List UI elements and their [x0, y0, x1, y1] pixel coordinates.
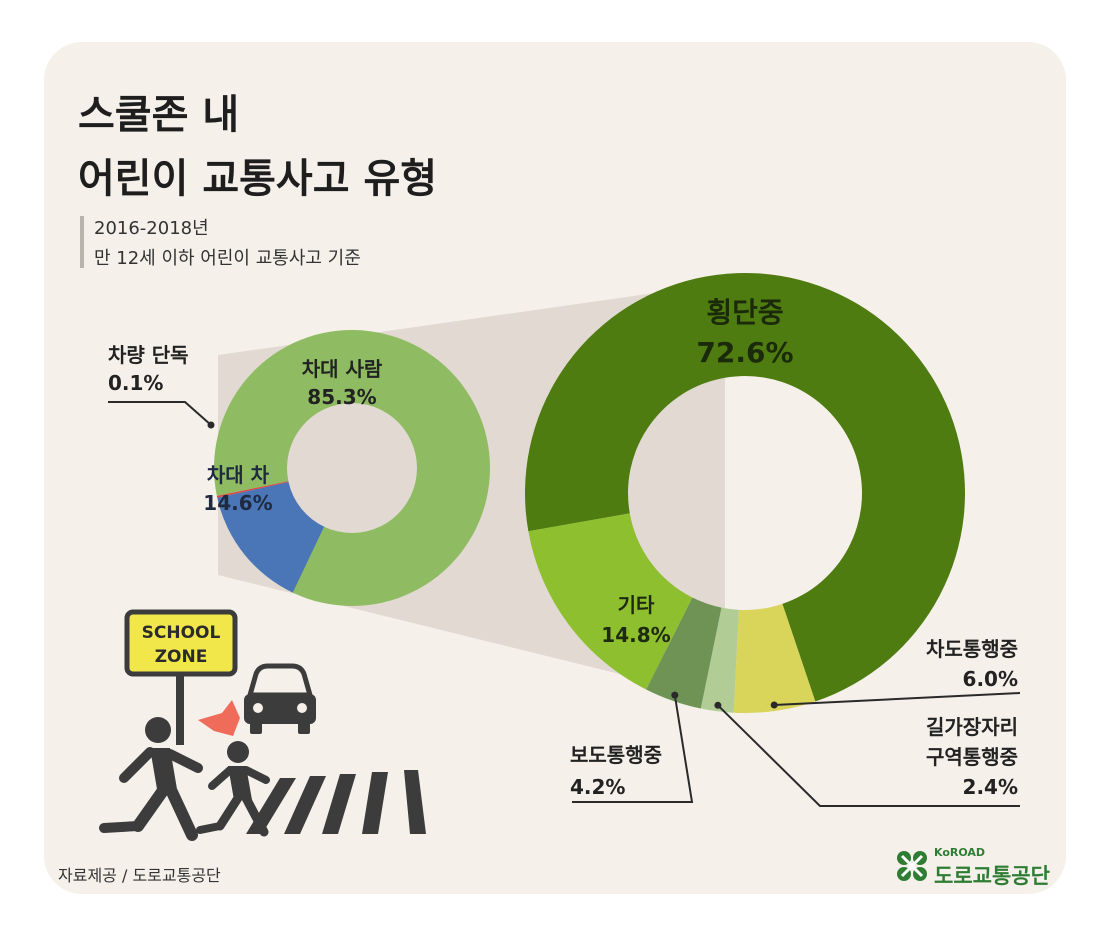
donut2-slice-0: [525, 273, 965, 702]
donut2-slice-2: [700, 607, 739, 713]
value-crossing: 72.6%: [696, 336, 793, 369]
label-car-vs-car: 차대 차: [207, 463, 270, 487]
label-other: 기타: [618, 593, 655, 617]
leader-single-vehicle-dot: [207, 421, 215, 429]
value-sidewalk: 4.2%: [570, 775, 625, 799]
leader-roadway-dot: [770, 701, 778, 709]
value-car-vs-person: 85.3%: [307, 385, 376, 409]
sign-post: [176, 665, 184, 745]
subtitle-criteria: 만 12세 이하 어린이 교통사고 기준: [94, 248, 361, 269]
donut2-slice-3: [646, 597, 722, 709]
leader-roadside: [717, 704, 1020, 807]
adult-pedestrian-icon: [99, 717, 203, 841]
leader-lines: [108, 401, 1021, 807]
school-zone-sign: [124, 609, 238, 677]
school-zone-illustration: SCHOOL ZONE: [99, 609, 426, 841]
car-icon: [244, 663, 316, 734]
value-single-vehicle: 0.1%: [108, 371, 163, 395]
label-roadway: 차도통행중: [926, 637, 1018, 661]
label-single-vehicle: 차량 단독: [108, 343, 189, 367]
label-roadside-line2: 구역통행중: [926, 745, 1018, 769]
leader-roadway: [774, 692, 1021, 706]
label-sidewalk: 보도통행중: [570, 743, 662, 767]
label-car-vs-person: 차대 사람: [302, 357, 383, 381]
logo-korean: 도로교통공단: [934, 864, 1050, 888]
value-other: 14.8%: [601, 623, 670, 647]
value-car-vs-car: 14.6%: [203, 491, 272, 515]
value-roadway: 6.0%: [963, 667, 1018, 691]
child-pedestrian-icon: [196, 741, 270, 837]
subtitle-bar: [80, 216, 84, 268]
donut1-slice-2: [214, 330, 490, 606]
donut1-slice-0: [217, 482, 325, 594]
page-title-line1: 스쿨존 내: [78, 92, 240, 138]
page-title-line2: 어린이 교통사고 유형: [78, 156, 438, 202]
label-crossing: 횡단중: [706, 296, 783, 329]
label-roadside-line1: 길가장자리: [926, 715, 1018, 739]
donut-chart-accident-types: [214, 330, 490, 606]
logo-english: KoROAD: [934, 846, 986, 859]
leader-sidewalk: [572, 694, 694, 803]
source-credit: 자료제공 / 도로교통공단: [58, 866, 221, 885]
sign-text-line2: ZONE: [155, 647, 208, 667]
leader-sidewalk-dot: [671, 691, 679, 699]
donut-chart-pedestrian-breakdown: [525, 273, 965, 713]
chart-labels: 차대 사람 85.3% 차대 차 14.6% 차량 단독 0.1% 횡단중 72.6% 기타 14…: [108, 296, 1018, 799]
leader-single-vehicle: [108, 401, 212, 426]
crosswalk-stripes: [246, 770, 426, 834]
donut1-slice-1: [216, 481, 289, 498]
leader-roadside-dot: [714, 701, 722, 709]
subtitle-period: 2016-2018년: [94, 218, 209, 239]
koroad-logo: KoROAD 도로교통공단: [894, 846, 1064, 888]
koroad-logo-icon: [897, 851, 927, 881]
value-roadside: 2.4%: [963, 775, 1018, 799]
donut2-slice-1: [733, 603, 816, 713]
sign-text-line1: SCHOOL: [142, 623, 221, 643]
impact-arrow-icon: [198, 700, 240, 736]
donut2-slice-4: [528, 513, 693, 690]
